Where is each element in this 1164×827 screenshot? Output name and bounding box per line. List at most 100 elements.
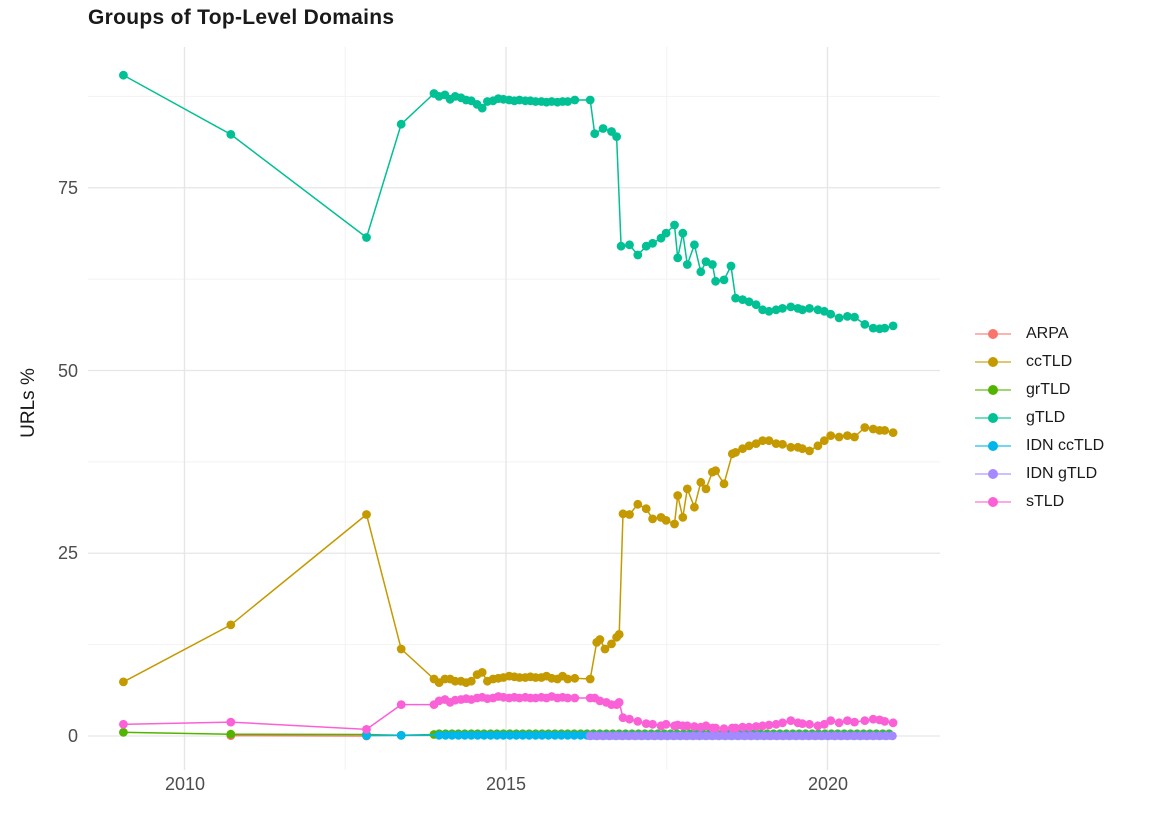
data-point [362,731,371,740]
data-point [798,719,807,728]
legend-key-dot [988,413,998,423]
data-point [888,321,898,331]
data-point [758,721,767,731]
data-point [670,220,679,230]
data-point [454,730,463,740]
data-point [537,730,547,740]
data-point [711,276,720,286]
data-point [595,635,605,644]
data-point [708,731,717,741]
data-point [805,719,814,729]
data-point [810,731,820,741]
data-point [550,730,560,740]
data-point [669,731,679,741]
data-point [850,717,859,727]
data-point [625,714,634,724]
legend-item-gtld: gTLD [975,404,1104,432]
legend-key-dot [988,469,998,479]
data-point [690,240,699,250]
legend-item-label: IDN ccTLD [1026,437,1105,454]
data-point [868,714,878,724]
series-line [123,74,894,330]
data-point [466,730,476,740]
data-point [492,730,502,740]
data-point [656,731,666,741]
data-point [614,698,624,707]
data-point [778,731,788,741]
data-point [441,730,450,740]
data-point [119,70,128,80]
data-point [751,722,761,731]
data-point [544,730,553,740]
data-point [843,431,852,440]
data-point [695,731,704,741]
data-point [836,731,846,741]
data-point [585,731,595,741]
data-point [625,240,634,250]
legend-key-icon [975,356,1011,368]
data-point [447,730,457,740]
data-point [813,441,823,451]
data-point [696,267,706,277]
data-point [731,448,740,457]
data-point [711,723,720,733]
legend-item-label: gTLD [1026,409,1066,426]
data-point [598,731,608,741]
data-point [720,731,730,741]
data-point [570,693,580,703]
legend-item-stld: sTLD [975,488,1104,516]
data-point [731,723,740,733]
data-point [618,509,628,519]
data-point [888,718,898,728]
data-point [682,731,692,741]
data-point [727,731,737,741]
legend-key-icon [975,384,1011,396]
data-point [460,730,470,740]
data-point [630,731,640,741]
data-point [556,730,566,740]
data-point [786,442,796,452]
data-point [880,323,890,333]
data-point [524,730,534,740]
data-point [663,731,672,741]
data-point [226,729,236,739]
data-point [764,436,774,446]
data-point [637,731,647,741]
data-point [499,730,508,740]
legend-key-dot [988,497,998,507]
data-point [744,441,754,451]
data-point [682,721,692,731]
legend-item-arpa: ARPA [975,320,1104,348]
data-point [362,233,371,242]
legend-item-grtld: grTLD [975,376,1104,404]
data-point [477,103,487,113]
chart-title: Groups of Top-Level Domains [88,6,395,29]
data-point [661,228,671,238]
data-point [396,119,406,129]
data-point [850,432,859,442]
data-point [633,499,643,509]
data-point [778,439,787,449]
data-point [633,717,643,726]
data-point [466,676,476,686]
data-point [817,731,827,741]
data-point [585,674,595,684]
data-point [563,674,573,684]
grid-layer [88,47,940,770]
series-gTLD [119,70,898,334]
data-point [641,504,651,514]
data-point [875,731,884,741]
data-point [826,431,836,440]
data-point [618,731,627,741]
data-point [765,731,775,741]
data-point [473,730,483,740]
legend-item-label: grTLD [1026,381,1071,398]
data-point [688,731,698,741]
data-point [569,730,579,740]
series-ccTLD [119,423,898,687]
data-point [834,432,844,442]
x-tick-2015: 2015 [485,774,527,794]
data-point [888,428,898,437]
